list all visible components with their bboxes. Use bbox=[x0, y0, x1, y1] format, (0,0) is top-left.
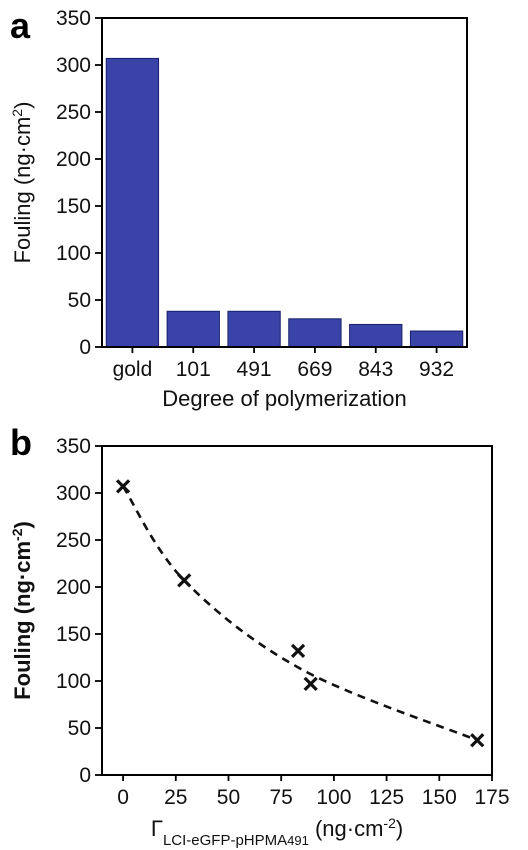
point-group bbox=[115, 479, 485, 748]
x-tick-label: 75 bbox=[270, 786, 293, 809]
y-tick-label: 300 bbox=[56, 54, 91, 77]
bar-group bbox=[105, 57, 464, 348]
panel-b-letter: b bbox=[10, 422, 32, 463]
x-axis-title: ΓLCI-eGFP-pHPMA491 (ng·cm-2) bbox=[151, 815, 403, 849]
data-point bbox=[303, 676, 318, 691]
data-point bbox=[290, 643, 306, 659]
y-axis-ticks: 0 50 100 150 200 250 300 350 bbox=[56, 7, 102, 359]
x-tick-label: 100 bbox=[316, 786, 351, 809]
y-tick-label: 250 bbox=[56, 529, 91, 552]
x-tick-label: 25 bbox=[164, 786, 187, 809]
x-axis-title-main: Γ bbox=[151, 816, 163, 841]
x-axis-ticks: 0 25 50 75 100 125 150 175 bbox=[117, 775, 510, 809]
y-axis-title: Fouling (ng·cm-2) bbox=[9, 521, 35, 700]
y-tick-label: 250 bbox=[56, 101, 91, 124]
data-point bbox=[470, 733, 485, 748]
x-tick-label: 669 bbox=[297, 358, 332, 381]
x-tick-label: 491 bbox=[237, 358, 272, 381]
fit-curve bbox=[121, 485, 478, 742]
bar-932 bbox=[409, 330, 464, 348]
scatter-chart: 0 50 100 150 200 250 300 350 0 25 50 75 100 125 150 17… bbox=[9, 435, 510, 849]
x-tick-label: 125 bbox=[369, 786, 404, 809]
bar-gold bbox=[105, 57, 160, 348]
y-tick-label: 100 bbox=[56, 670, 91, 693]
x-tick-label: 50 bbox=[217, 786, 240, 809]
y-tick-label: 50 bbox=[68, 289, 91, 312]
x-tick-label: 0 bbox=[117, 786, 129, 809]
plot-frame bbox=[101, 445, 493, 776]
y-tick-label: 0 bbox=[79, 336, 91, 359]
x-tick-label: 932 bbox=[419, 358, 454, 381]
x-tick-label: 101 bbox=[176, 358, 211, 381]
y-tick-label: 300 bbox=[56, 482, 91, 505]
data-point bbox=[115, 479, 131, 494]
y-tick-label: 100 bbox=[56, 242, 91, 265]
y-axis-title-main: Fouling (ng·cm bbox=[10, 117, 35, 264]
x-axis-title-sup: -2 bbox=[383, 815, 396, 831]
y-axis-title-close: ) bbox=[10, 521, 35, 528]
x-axis-title-units: (ng·cm bbox=[309, 816, 384, 841]
x-axis-title: Degree of polymerization bbox=[162, 386, 407, 411]
x-axis-ticks: gold 101 491 669 843 932 bbox=[113, 347, 454, 381]
x-tick-label: 843 bbox=[358, 358, 393, 381]
x-axis-title-sub: LCI-eGFP-pHPMA bbox=[163, 832, 287, 849]
bar-chart: 0 50 100 150 200 250 300 350 gold 101 491 669 843 93… bbox=[9, 7, 468, 411]
plot-frame bbox=[101, 17, 468, 348]
x-tick-label: gold bbox=[113, 358, 153, 381]
y-axis-title-sup: -2 bbox=[9, 528, 25, 541]
bar-669 bbox=[288, 318, 342, 348]
y-tick-label: 0 bbox=[79, 764, 91, 787]
y-tick-label: 150 bbox=[56, 623, 91, 646]
y-axis-title-main: Fouling (ng·cm bbox=[10, 541, 35, 700]
x-axis-title-close: ) bbox=[396, 816, 403, 841]
x-tick-label: 175 bbox=[474, 786, 509, 809]
y-axis-title: Fouling (ng·cm2) bbox=[9, 102, 35, 264]
y-axis-title-close: ) bbox=[10, 102, 35, 109]
y-tick-label: 350 bbox=[56, 435, 91, 458]
bar-843 bbox=[349, 323, 403, 348]
y-tick-label: 200 bbox=[56, 576, 91, 599]
bar-101 bbox=[166, 310, 220, 348]
y-tick-label: 50 bbox=[68, 717, 91, 740]
x-axis-title-subsub: 491 bbox=[287, 833, 309, 848]
bar-491 bbox=[227, 310, 281, 348]
y-axis-title-sup: 2 bbox=[9, 109, 25, 117]
y-tick-label: 200 bbox=[56, 148, 91, 171]
x-tick-label: 150 bbox=[422, 786, 457, 809]
y-axis-ticks: 0 50 100 150 200 250 300 350 bbox=[56, 435, 102, 787]
y-tick-label: 150 bbox=[56, 195, 91, 218]
panel-a-letter: a bbox=[10, 5, 31, 46]
data-point bbox=[177, 573, 192, 588]
y-tick-label: 350 bbox=[56, 7, 91, 30]
